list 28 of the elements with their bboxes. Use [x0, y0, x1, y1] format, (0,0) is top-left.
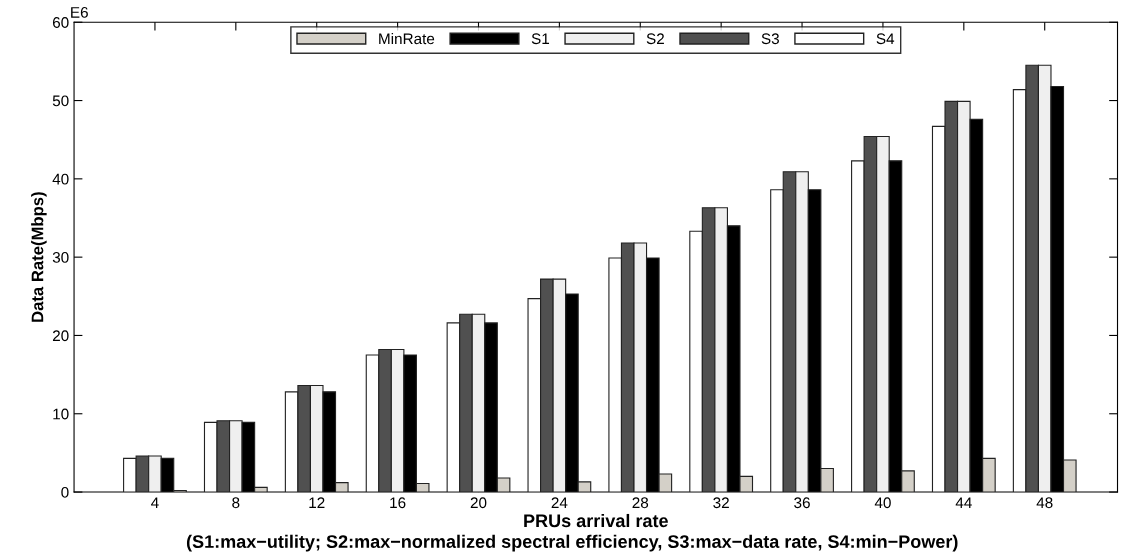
x-tick-label: 16	[390, 497, 406, 509]
x-tick-label: 44	[955, 497, 972, 508]
legend-label: S1	[531, 33, 550, 45]
x-tick-label: 24	[551, 497, 568, 508]
x-tick-label: 36	[794, 497, 810, 509]
x-tick-label: 8	[232, 497, 240, 509]
x-tick-label: 48	[1036, 497, 1053, 509]
legend-label: S4	[876, 33, 895, 45]
x-tick-label: 4	[151, 497, 159, 508]
x-tick-label: 40	[874, 497, 891, 509]
x-axis-title: PRUs arrival rate	[524, 513, 668, 528]
y-tick-label: 0	[61, 486, 69, 498]
y-tick-label: 40	[52, 173, 69, 185]
text: (S1:max−utility; S2:max−normalized spectral efficiency, S3:max−data rate, S4:min−Power)	[186, 534, 958, 552]
y-tick-label: 10	[53, 408, 69, 420]
legend-label: S2	[646, 33, 664, 45]
legend-label: S3	[761, 33, 779, 45]
y-tick-label: 30	[52, 252, 69, 263]
x-tick-label: 20	[470, 497, 487, 509]
y-tick-label: 20	[52, 330, 69, 342]
x-tick-label: 32	[713, 497, 729, 509]
text: E6	[71, 7, 88, 18]
y-tick-label: 60	[52, 17, 69, 28]
y-axis-title: Data Rate(Mbps)	[31, 192, 47, 322]
y-tick-label: 50	[52, 95, 69, 107]
x-tick-label: 12	[309, 497, 325, 508]
legend-label: MinRate	[379, 32, 435, 45]
x-tick-label: 28	[632, 497, 649, 509]
